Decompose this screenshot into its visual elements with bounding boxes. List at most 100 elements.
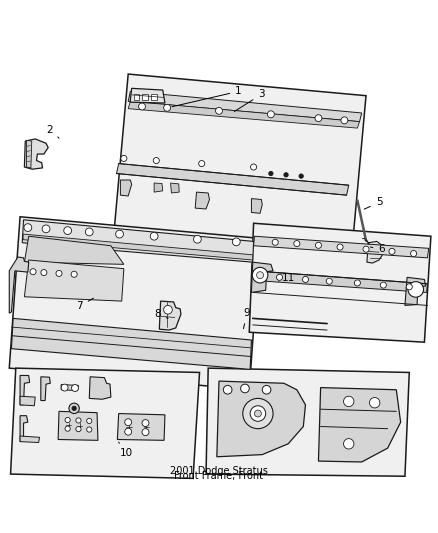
Circle shape [142, 419, 149, 426]
Polygon shape [22, 220, 254, 262]
Polygon shape [23, 234, 253, 260]
Text: 11: 11 [279, 273, 295, 283]
Circle shape [64, 227, 71, 235]
Circle shape [30, 269, 36, 274]
Circle shape [142, 429, 149, 435]
Polygon shape [251, 262, 273, 293]
Polygon shape [9, 257, 29, 313]
Circle shape [41, 270, 47, 276]
Circle shape [42, 225, 50, 233]
Polygon shape [113, 74, 366, 262]
Circle shape [341, 117, 348, 124]
Circle shape [71, 384, 78, 391]
Text: 2: 2 [46, 125, 59, 138]
Circle shape [252, 268, 268, 283]
Polygon shape [117, 164, 349, 195]
Text: 2001 Dodge Stratus: 2001 Dodge Stratus [170, 466, 268, 477]
Polygon shape [20, 375, 30, 405]
Polygon shape [11, 318, 251, 369]
Circle shape [125, 428, 132, 435]
Bar [151, 94, 157, 100]
Text: 8: 8 [154, 309, 168, 319]
Polygon shape [20, 416, 28, 442]
Circle shape [194, 236, 201, 243]
Circle shape [337, 244, 343, 250]
Circle shape [138, 103, 145, 110]
Circle shape [272, 239, 278, 245]
Polygon shape [89, 377, 111, 399]
Polygon shape [117, 414, 165, 440]
Text: 10: 10 [119, 442, 133, 458]
Polygon shape [20, 436, 39, 442]
Circle shape [354, 280, 360, 286]
Polygon shape [61, 384, 78, 391]
Circle shape [116, 230, 124, 238]
Circle shape [303, 277, 308, 282]
Circle shape [223, 385, 232, 394]
Circle shape [72, 406, 76, 410]
Circle shape [315, 115, 322, 122]
Text: 3: 3 [234, 90, 265, 111]
Circle shape [343, 439, 354, 449]
Polygon shape [128, 101, 360, 128]
Polygon shape [27, 140, 32, 168]
Circle shape [65, 417, 70, 423]
Text: 1: 1 [172, 86, 242, 107]
Circle shape [121, 155, 127, 161]
Circle shape [85, 228, 93, 236]
Circle shape [87, 418, 92, 424]
Circle shape [406, 284, 412, 290]
Text: 9: 9 [244, 308, 251, 329]
Circle shape [164, 104, 170, 111]
Circle shape [76, 418, 81, 423]
Circle shape [61, 384, 68, 391]
Polygon shape [154, 183, 163, 192]
Circle shape [294, 240, 300, 247]
Circle shape [408, 281, 424, 297]
Circle shape [233, 238, 240, 246]
Text: 5: 5 [364, 198, 382, 209]
Circle shape [315, 243, 321, 248]
Bar [134, 94, 139, 100]
Circle shape [276, 274, 283, 280]
Polygon shape [41, 377, 50, 401]
Polygon shape [170, 183, 179, 193]
Polygon shape [405, 277, 426, 305]
Polygon shape [25, 236, 124, 264]
Polygon shape [367, 241, 383, 263]
Polygon shape [9, 217, 260, 390]
Circle shape [326, 278, 332, 284]
Circle shape [410, 251, 417, 256]
Circle shape [150, 232, 158, 240]
Circle shape [56, 270, 62, 277]
Polygon shape [206, 368, 409, 477]
Circle shape [199, 160, 205, 167]
Circle shape [76, 426, 81, 432]
Polygon shape [249, 223, 431, 342]
Circle shape [215, 107, 223, 114]
Circle shape [343, 396, 354, 407]
Circle shape [254, 410, 261, 417]
Polygon shape [20, 396, 35, 406]
Circle shape [125, 419, 132, 426]
Text: 6: 6 [371, 244, 385, 254]
Polygon shape [318, 387, 401, 462]
Circle shape [268, 111, 274, 118]
Text: 7: 7 [77, 298, 93, 311]
Circle shape [153, 158, 159, 164]
Polygon shape [195, 192, 209, 209]
Circle shape [380, 282, 386, 288]
Circle shape [243, 398, 273, 429]
Circle shape [71, 271, 77, 277]
Circle shape [389, 248, 395, 254]
Circle shape [299, 174, 304, 178]
Polygon shape [120, 180, 132, 196]
Circle shape [269, 172, 273, 176]
Circle shape [250, 406, 266, 421]
Circle shape [65, 426, 70, 431]
Circle shape [262, 385, 271, 394]
Circle shape [164, 305, 172, 314]
Polygon shape [159, 301, 181, 330]
Circle shape [251, 164, 257, 170]
Polygon shape [25, 139, 48, 169]
